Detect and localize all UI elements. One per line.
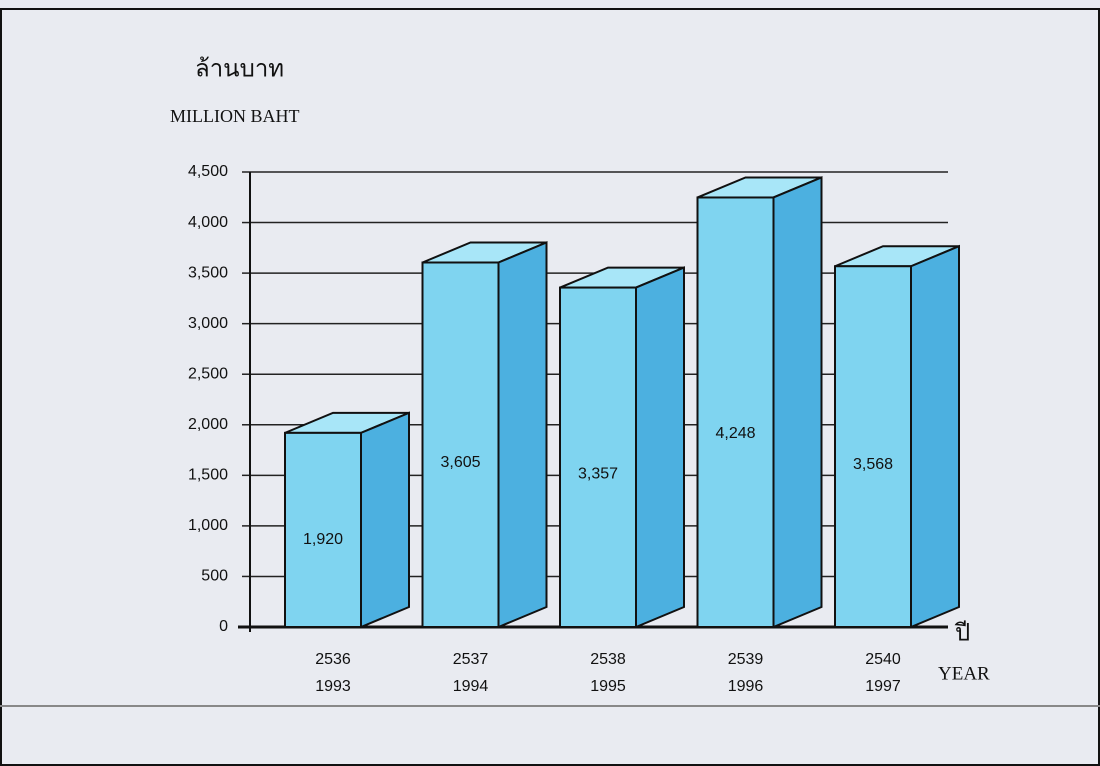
y-tick-label: 3,500 (188, 264, 228, 281)
bar (284, 431, 362, 628)
x-tick-label: 1993 (315, 678, 351, 695)
x-axis-label: ปี (954, 619, 970, 646)
bar (559, 286, 637, 628)
value-label: 1,920 (303, 531, 343, 548)
bar (696, 196, 775, 628)
y-tick-label: 1,000 (188, 517, 228, 534)
x-axis-label-en: YEAR (938, 663, 990, 684)
bar-side (360, 411, 410, 629)
chart-title: ล้านบาท (195, 55, 284, 82)
y-tick-label: 4,500 (188, 163, 228, 180)
value-label: 3,605 (440, 454, 480, 471)
x-tick-label: 1997 (865, 678, 901, 695)
bar (421, 261, 500, 628)
y-tick-label: 4,000 (188, 214, 228, 231)
y-tick-label: 2,000 (188, 416, 228, 433)
x-tick-label: 2540 (865, 651, 901, 668)
y-tick-label: 2,500 (188, 365, 228, 382)
x-tick-label: 1994 (453, 678, 489, 695)
x-tick-label: 2538 (590, 651, 626, 668)
value-label: 3,357 (578, 465, 618, 482)
y-tick-label: 3,000 (188, 315, 228, 332)
bar (834, 265, 912, 628)
bar-side (772, 175, 823, 629)
x-tick-label: 2536 (315, 651, 351, 668)
value-label: 3,568 (853, 456, 893, 473)
bar-side (497, 240, 548, 629)
y-tick-label: 0 (219, 618, 228, 635)
x-tick-label: 2537 (453, 651, 489, 668)
x-tick-label: 1995 (590, 678, 626, 695)
bar-side (635, 266, 685, 629)
bar-side (910, 244, 960, 629)
y-tick-label: 1,500 (188, 467, 228, 484)
x-tick-label: 2539 (728, 651, 764, 668)
y-tick-label: 500 (201, 568, 228, 585)
x-tick-label: 1996 (728, 678, 764, 695)
value-label: 4,248 (715, 425, 755, 442)
chart-subtitle: MILLION BAHT (170, 106, 299, 126)
